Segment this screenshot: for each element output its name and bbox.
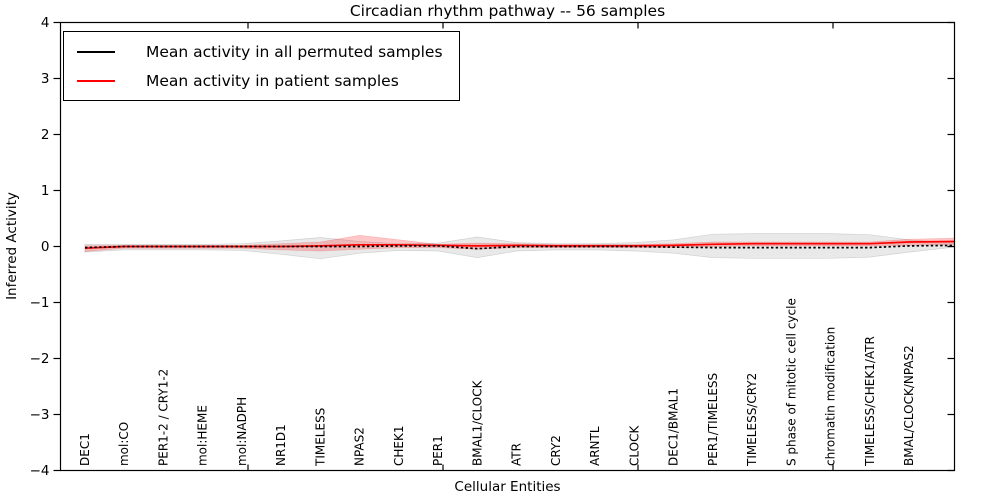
entity-label: TIMELESS	[313, 408, 327, 467]
entity-label: NR1D1	[274, 424, 288, 466]
y-tick-label: 0	[41, 239, 50, 255]
entity-label: BMAL1/CLOCK	[470, 379, 484, 466]
legend-label-permuted: Mean activity in all permuted samples	[146, 42, 443, 61]
entity-label: PER1	[431, 435, 445, 466]
entity-label: ATR	[510, 443, 524, 466]
y-tick-label: −1	[30, 295, 50, 311]
entity-label: mol:HEME	[196, 405, 210, 466]
entity-label: CRY2	[549, 435, 563, 466]
permuted-line-swatch	[77, 50, 115, 53]
entity-label: mol:NADPH	[235, 397, 249, 466]
entity-label: chromatin modification	[824, 327, 838, 466]
entity-label: DEC1/BMAL1	[667, 388, 681, 466]
y-axis-label: Inferred Activity	[4, 192, 20, 300]
entity-label: S phase of mitotic cell cycle	[784, 298, 798, 466]
permuted-mean-line	[84, 244, 955, 250]
y-tick-label: 2	[41, 127, 50, 143]
y-tick-label: −3	[30, 407, 50, 423]
entity-label: mol:CO	[117, 422, 131, 466]
entity-label: CHEK1	[392, 426, 406, 467]
entity-label: NPAS2	[353, 427, 367, 466]
entity-label: PER1/TIMELESS	[706, 373, 720, 466]
entity-label: DEC1	[78, 433, 92, 466]
y-tick-label: 1	[41, 183, 50, 199]
entity-label: BMAL/CLOCK/NPAS2	[902, 345, 916, 466]
legend: Mean activity in all permuted samples Me…	[63, 31, 460, 101]
legend-item-patient: Mean activity in patient samples	[77, 68, 443, 93]
legend-item-permuted: Mean activity in all permuted samples	[77, 39, 443, 64]
y-tick-label: 4	[41, 15, 50, 31]
entity-label: CLOCK	[627, 425, 641, 466]
x-axis-label: Cellular Entities	[454, 479, 561, 495]
legend-label-patient: Mean activity in patient samples	[146, 71, 399, 90]
entity-label: TIMELESS/CRY2	[745, 373, 759, 467]
y-tick-label: 3	[41, 71, 50, 87]
patient-line-swatch	[77, 79, 115, 82]
chart-title: Circadian rhythm pathway -- 56 samples	[349, 2, 666, 20]
patient-mean-line	[84, 240, 955, 250]
entity-label: ARNTL	[588, 426, 602, 466]
y-tick-label: −2	[30, 351, 50, 367]
y-tick-label: −4	[30, 463, 50, 479]
entity-label: TIMELESS/CHEK1/ATR	[863, 336, 877, 467]
entity-label: PER1-2 / CRY1-2	[157, 369, 171, 466]
